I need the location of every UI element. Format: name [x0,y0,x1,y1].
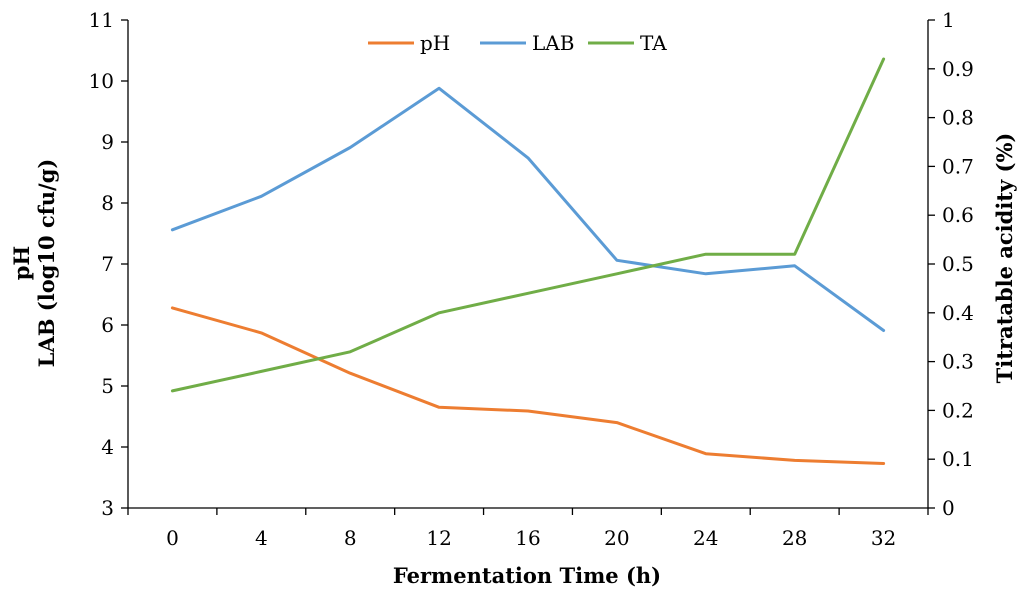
right-tick-label: 0.4 [942,301,974,325]
left-tick-label: 9 [101,130,114,154]
x-tick-label: 8 [344,526,357,550]
left-y-axis: 3 4 5 6 7 8 9 10 11 [89,8,129,520]
legend-item-ta: TA [588,31,667,55]
legend-item-ph: pH [368,31,450,55]
x-tick-label: 28 [782,526,807,550]
series-line-lab [170,86,886,332]
left-axis-title: pH LAB (log10 cfu/g) [9,159,59,368]
x-tick-label: 0 [166,526,179,550]
left-tick-label: 8 [101,191,114,215]
right-tick-label: 0.3 [942,350,974,374]
left-tick-label: 5 [101,374,114,398]
x-tick-label: 32 [871,526,896,550]
legend: pH LAB TA [368,31,667,55]
left-tick-label: 11 [89,8,114,32]
left-tick-label: 7 [101,252,114,276]
x-tick-label: 20 [604,526,629,550]
legend-label: LAB [532,31,574,55]
x-tick-label: 24 [693,526,718,550]
x-tick-label: 4 [255,526,268,550]
left-tick-label: 4 [101,435,114,459]
series-line-ta [170,57,886,393]
x-tick-label: 16 [515,526,540,550]
right-tick-label: 0.7 [942,154,974,178]
right-tick-label: 0.2 [942,398,974,422]
right-tick-label: 0.8 [942,106,974,130]
right-tick-label: 1 [942,8,955,32]
right-axis-title: Titratable acidity (%) [992,133,1017,384]
right-tick-label: 0.5 [942,252,974,276]
left-tick-label: 10 [89,69,114,93]
x-axis: 0 4 8 12 16 20 24 28 32 [127,507,929,550]
right-tick-label: 0.1 [942,447,974,471]
series-line-ph [170,306,886,465]
left-tick-label: 3 [101,496,114,520]
x-tick-label: 12 [426,526,451,550]
left-axis-title-line-1: pH [9,246,34,281]
right-tick-label: 0.6 [942,203,974,227]
right-tick-label: 0 [942,496,955,520]
legend-label: TA [640,31,667,55]
right-y-axis: 0 0.1 0.2 0.3 0.4 0.5 0.6 0.7 0.8 0.9 1 [927,8,974,520]
right-tick-label: 0.9 [942,57,974,81]
series-layer [170,57,886,465]
x-axis-title: Fermentation Time (h) [393,563,661,588]
left-tick-label: 6 [101,313,114,337]
legend-item-lab: LAB [480,31,574,55]
left-axis-title-line-2: LAB (log10 cfu/g) [34,159,59,368]
legend-label: pH [420,31,450,55]
